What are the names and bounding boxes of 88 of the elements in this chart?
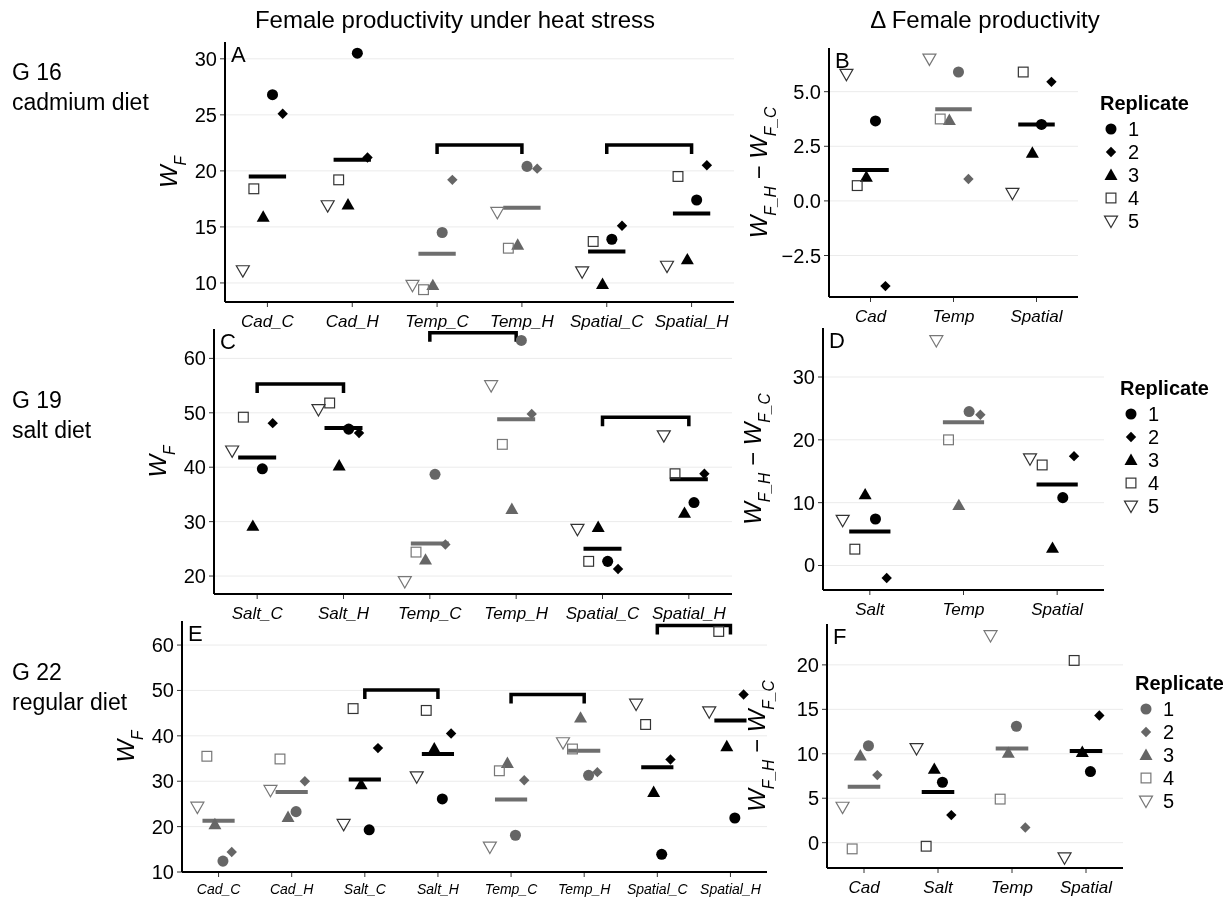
x-tick-label: Spatial_C [569, 312, 645, 331]
legend-label: 1 [1148, 403, 1160, 425]
y-tick-label: 15 [796, 698, 819, 721]
x-tick-label: Spatial [1010, 307, 1064, 326]
x-tick-label: Salt_H [317, 604, 370, 623]
legend-label: 3 [1148, 449, 1160, 471]
y-tick-label: 30 [194, 47, 217, 70]
x-tick-label: Temp [991, 878, 1033, 897]
x-tick-label: Spatial [1060, 878, 1114, 897]
y-tick-label: 15 [194, 215, 217, 238]
legend-label: 1 [1128, 118, 1140, 140]
x-tick-label: Temp [942, 600, 985, 619]
y-tick-label: 20 [194, 159, 217, 182]
legend-label: 4 [1163, 767, 1175, 789]
legend-label: 3 [1163, 744, 1175, 766]
legend-label: 3 [1128, 164, 1140, 186]
legend-label: 2 [1163, 721, 1175, 743]
legend-label: 5 [1163, 790, 1175, 812]
y-tick-label: 20 [792, 428, 815, 451]
x-tick-label: Cad [848, 878, 881, 897]
annotation: D [829, 328, 845, 353]
legend-title: Replicate [1120, 377, 1209, 399]
y-tick-label: 40 [151, 724, 174, 747]
y-tick-label: 50 [183, 401, 206, 424]
annotation: B [835, 48, 850, 73]
y-tick-label: 5.0 [793, 80, 821, 103]
legend-label: 5 [1148, 495, 1160, 517]
x-tick-label: Temp_C [405, 312, 470, 331]
y-tick-label: 50 [151, 679, 174, 702]
y-tick-label: 20 [796, 653, 819, 676]
x-tick-label: Temp_H [490, 312, 555, 331]
legend-label: 4 [1128, 187, 1140, 209]
x-tick-label: Salt_C [343, 881, 387, 897]
y-tick-label: 60 [183, 347, 206, 370]
x-tick-label: Temp_C [398, 604, 463, 623]
chart-title: Female productivity under heat stress [254, 6, 656, 33]
legend-label: 1 [1163, 698, 1175, 720]
x-tick-label: Temp_C [484, 881, 539, 897]
legend-label: 5 [1128, 210, 1140, 232]
y-tick-label: 25 [194, 103, 217, 126]
x-tick-label: Spatial_C [626, 881, 689, 897]
x-tick-label: Cad [854, 307, 887, 326]
x-tick-label: Salt_C [231, 604, 284, 623]
y-tick-label: 30 [151, 770, 174, 793]
annotation: E [188, 621, 203, 646]
text: G 22 regular diet [12, 659, 128, 715]
x-tick-label: Spatial_H [654, 312, 730, 331]
y-tick-label: 30 [792, 366, 815, 389]
y-tick-label: 2.5 [793, 135, 821, 158]
x-tick-label: Spatial_H [700, 881, 762, 897]
legend-title: Replicate [1100, 92, 1189, 114]
y-tick-label: 10 [194, 271, 217, 294]
x-tick-label: Spatial [1031, 600, 1085, 619]
legend-label: 2 [1128, 141, 1140, 163]
y-tick-label: −2.5 [781, 244, 821, 267]
x-tick-label: Temp_H [484, 604, 549, 623]
y-tick-label: 40 [183, 456, 206, 479]
chart-title: Δ Female productivity [870, 6, 1100, 33]
x-tick-label: Spatial_C [565, 604, 641, 623]
x-tick-label: Cad_H [325, 312, 380, 331]
y-tick-label: 5 [807, 787, 819, 810]
x-tick-label: Spatial_H [651, 604, 727, 623]
text: G 19 salt diet [12, 387, 92, 443]
x-tick-label: Salt [923, 878, 954, 897]
y-tick-label: 20 [151, 815, 174, 838]
x-tick-label: Salt_H [416, 881, 460, 897]
x-tick-label: Cad_C [196, 881, 242, 897]
annotation: C [220, 329, 236, 354]
y-tick-label: 0 [807, 831, 819, 854]
y-tick-label: 60 [151, 634, 174, 657]
annotation: A [231, 42, 246, 67]
x-tick-label: Cad_H [269, 881, 315, 897]
y-tick-label: 10 [792, 491, 815, 514]
legend-label: 2 [1148, 426, 1160, 448]
y-tick-label: 0 [803, 554, 815, 577]
y-tick-label: 20 [183, 565, 206, 588]
annotation: F [833, 624, 847, 649]
y-tick-label: 10 [796, 742, 819, 765]
y-tick-label: 30 [183, 510, 206, 533]
x-tick-label: Cad_C [240, 312, 295, 331]
legend-label: 4 [1148, 472, 1160, 494]
x-tick-label: Temp [932, 307, 975, 326]
legend-title: Replicate [1135, 672, 1223, 694]
y-tick-label: 10 [151, 861, 174, 883]
x-tick-label: Salt [855, 600, 886, 619]
x-tick-label: Temp_H [557, 881, 612, 897]
text: G 16 cadmium diet [12, 59, 150, 115]
y-tick-label: 0.0 [793, 189, 821, 212]
